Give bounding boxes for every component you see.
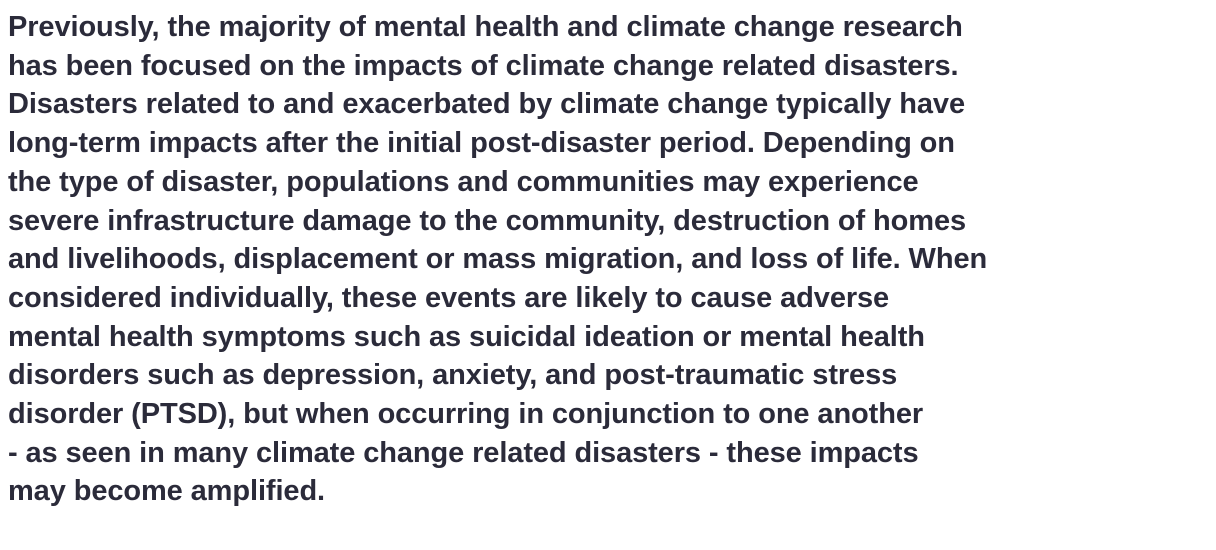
text-line: long-term impacts after the initial post… (8, 127, 955, 160)
text-line: has been focused on the impacts of clima… (8, 49, 959, 82)
text-line: the type of disaster, populations and co… (8, 165, 919, 198)
text-line: disorder (PTSD), but when occurring in c… (8, 398, 924, 430)
text-line: Disasters related to and exacerbated by … (8, 88, 965, 121)
text-line: severe infrastructure damage to the comm… (8, 204, 967, 237)
text-line: may become amplified. (8, 475, 326, 508)
text-line: considered individually, these events ar… (8, 281, 890, 314)
text-line: disorders such as depression, anxiety, a… (8, 359, 898, 392)
text-line: Previously, the majority of mental healt… (8, 11, 963, 43)
text-line: - as seen in many climate change related… (8, 436, 919, 469)
text-line: and livelihoods, displacement or mass mi… (8, 243, 988, 276)
text-line: mental health symptoms such as suicidal … (8, 320, 925, 353)
